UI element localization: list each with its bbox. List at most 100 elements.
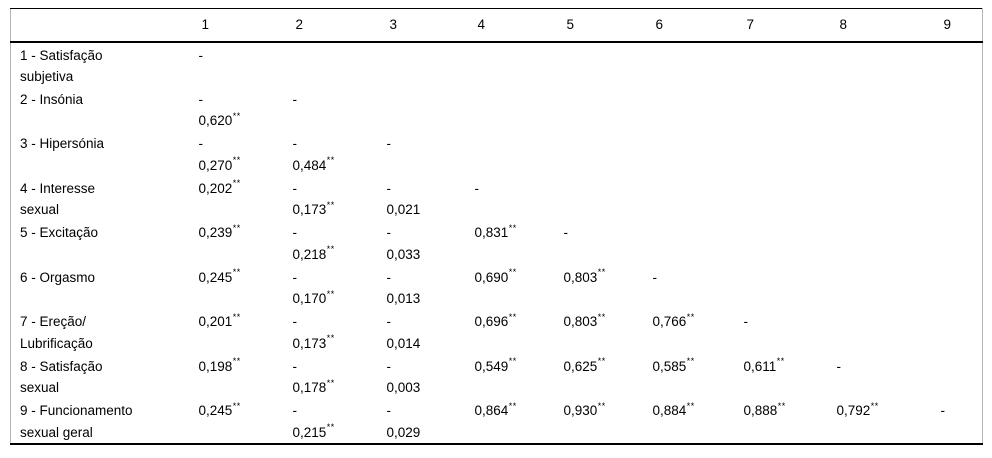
corr-cell: -	[292, 91, 298, 107]
significance-marker: **	[686, 311, 695, 322]
corr-cell	[387, 42, 475, 87]
significance-marker: **	[597, 267, 606, 278]
significance-marker: **	[232, 267, 241, 278]
row-label: 6 - Orgasmo	[20, 269, 96, 285]
corr-cell: -	[940, 403, 946, 419]
corr-cell: -0,013	[386, 269, 421, 307]
corr-cell: 0,201**	[198, 311, 241, 330]
corr-cell	[653, 131, 744, 176]
table-row: 7 - Ereção/Lubrificação 0,201** -0,173** -…	[11, 309, 983, 354]
corr-cell: 0,245**	[198, 400, 241, 419]
column-header-8: 8	[836, 8, 941, 43]
corr-cell: 0,611**	[743, 356, 785, 374]
corr-cell	[837, 42, 941, 87]
corr-cell: 0,766**	[652, 311, 695, 330]
corr-cell: 0,803**	[563, 311, 606, 330]
corr-cell: 0,696**	[474, 311, 517, 330]
corr-cell: 0,831**	[474, 222, 517, 241]
table-row: 3 - Hipersónia -0,270** -0,484** -	[11, 131, 983, 176]
row-label: 9 - Funcionamento sexual geral	[20, 403, 133, 440]
corr-cell	[744, 131, 837, 176]
corr-cell	[475, 87, 564, 132]
table-row: 6 - Orgasmo 0,245** -0,170** -0,013 0,690**…	[11, 265, 983, 310]
row-label: 2 - Insónia	[20, 91, 84, 107]
corr-cell	[837, 220, 941, 265]
corr-cell: 0,884**	[652, 400, 695, 419]
significance-marker: **	[232, 178, 241, 189]
corr-cell	[744, 220, 837, 265]
column-header-7: 7	[743, 8, 837, 43]
table-row: 4 - Interesse sexual 0,202** -0,173** -0,02…	[11, 176, 983, 221]
significance-marker: **	[597, 356, 606, 367]
column-header-1: 1	[198, 8, 293, 43]
row-label: 1 - Satisfação subjetiva	[20, 47, 103, 84]
corr-cell	[941, 220, 983, 265]
significance-marker: **	[508, 356, 517, 367]
correlation-table-body: 1 - Satisfação subjetiva - 2 - Insónia -0,6…	[11, 42, 983, 444]
corr-cell: -0,173**	[292, 180, 335, 218]
corr-cell: -0,029	[386, 403, 421, 440]
significance-marker: **	[508, 311, 517, 322]
corr-cell: 0,792**	[836, 400, 879, 419]
corr-cell	[837, 265, 941, 310]
row-label: 7 - Ereção/Lubrificação	[20, 314, 93, 351]
significance-marker: **	[508, 267, 517, 278]
significance-marker: **	[597, 400, 606, 411]
significance-marker: **	[686, 400, 695, 411]
corr-cell	[564, 131, 653, 176]
significance-marker: **	[232, 356, 241, 367]
corr-cell: 0,239**	[198, 222, 241, 241]
corr-cell: -	[474, 180, 480, 196]
significance-marker: **	[686, 356, 695, 367]
column-header-3: 3	[386, 8, 475, 43]
significance-marker: **	[232, 222, 241, 233]
significance-marker: **	[232, 311, 241, 322]
corr-cell: -0,003	[386, 358, 421, 396]
corr-cell	[653, 220, 744, 265]
corr-cell	[941, 42, 983, 87]
table-row: 8 - Satisfação sexual 0,198** -0,178** -0,0…	[11, 354, 983, 399]
table-row: 2 - Insónia -0,620** -	[11, 87, 983, 132]
significance-marker: **	[326, 244, 335, 255]
corr-cell: -0,014	[386, 314, 421, 351]
corr-cell	[387, 87, 475, 132]
corr-cell	[564, 176, 653, 221]
corr-cell	[744, 265, 837, 310]
corr-cell	[475, 131, 564, 176]
corr-cell	[837, 131, 941, 176]
corr-cell	[941, 309, 983, 354]
row-label: 3 - Hipersónia	[20, 136, 105, 152]
corr-cell: 0,690**	[474, 267, 517, 285]
column-header-6: 6	[652, 8, 744, 43]
corr-cell: -0,270**	[198, 136, 241, 173]
corr-cell: -0,021	[386, 180, 421, 218]
corr-cell	[941, 131, 983, 176]
corr-cell: 0,888**	[743, 400, 786, 419]
corr-cell	[941, 176, 983, 221]
corr-cell: 0,245**	[198, 267, 241, 285]
corr-cell: 0,803**	[563, 267, 606, 285]
corr-cell	[837, 176, 941, 221]
corr-cell: -0,178**	[292, 358, 335, 396]
corr-cell: 0,198**	[198, 356, 241, 374]
significance-marker: **	[870, 400, 879, 411]
corr-cell	[653, 42, 744, 87]
corr-cell	[744, 176, 837, 221]
corr-cell	[293, 42, 387, 87]
header-row: 1 2 3 4 5 6 7 8 9	[10, 8, 983, 43]
corr-cell: -	[386, 136, 392, 152]
row-label: 5 - Excitação	[20, 225, 99, 241]
corr-cell	[941, 354, 983, 399]
corr-cell: -0,170**	[292, 269, 335, 307]
corr-cell: 0,930**	[563, 400, 606, 419]
significance-marker: **	[326, 199, 335, 210]
corr-cell: -	[836, 358, 842, 374]
significance-marker: **	[777, 400, 786, 411]
significance-marker: **	[326, 155, 335, 166]
correlation-table: 1 2 3 4 5 6 7 8 9 1 - Satisfação subjetiv…	[10, 8, 983, 445]
column-header-9: 9	[940, 8, 983, 43]
table-row: 1 - Satisfação subjetiva -	[11, 42, 983, 87]
corr-cell	[837, 309, 941, 354]
corr-cell: -0,033	[386, 225, 421, 262]
